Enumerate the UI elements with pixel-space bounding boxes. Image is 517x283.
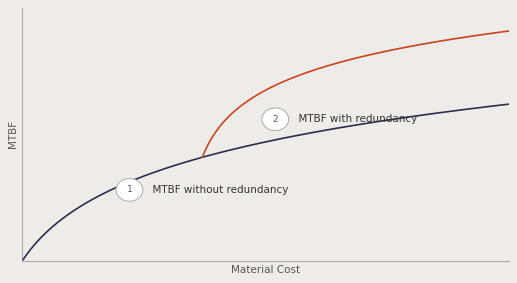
- Text: MTBF with redundancy: MTBF with redundancy: [292, 114, 418, 124]
- Text: 1: 1: [127, 185, 132, 194]
- Y-axis label: MTBF: MTBF: [8, 120, 18, 149]
- Ellipse shape: [262, 108, 288, 131]
- Text: 2: 2: [272, 115, 278, 124]
- Ellipse shape: [116, 179, 143, 201]
- X-axis label: Material Cost: Material Cost: [231, 265, 300, 275]
- Text: MTBF without redundancy: MTBF without redundancy: [146, 185, 289, 195]
